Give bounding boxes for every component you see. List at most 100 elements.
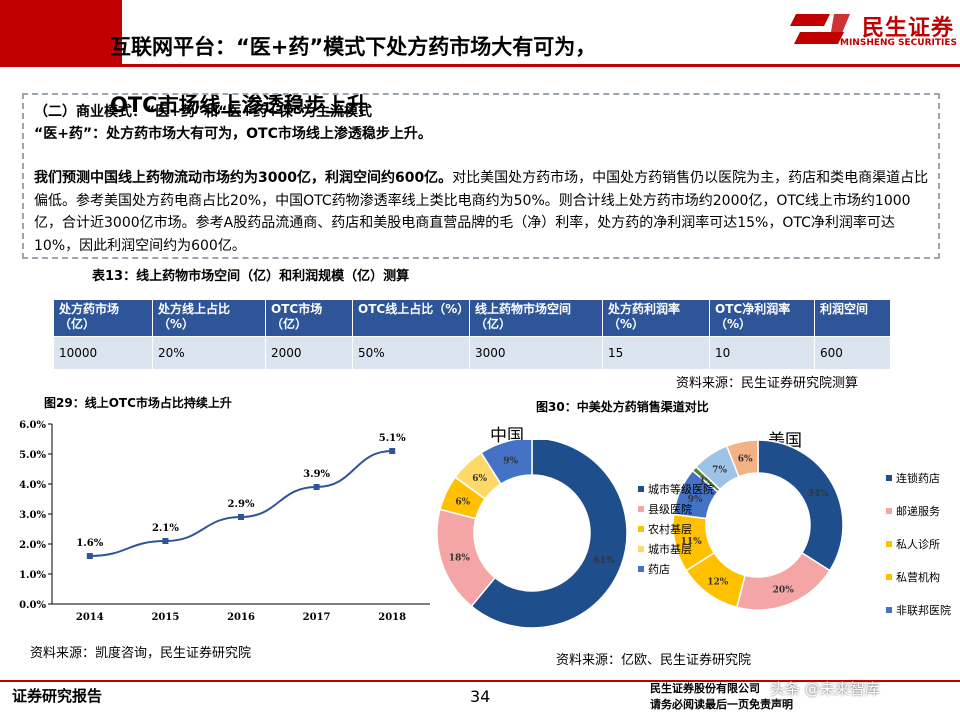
china-slice-label: 6% (472, 474, 487, 484)
us-legend-swatch (886, 574, 892, 580)
table-row: 10000 20% 2000 50% 3000 15 10 600 (53, 336, 891, 370)
fig30-source: 资料来源：亿欧、民生证券研究院 (556, 653, 752, 668)
us-slice-label: 11% (681, 537, 703, 547)
table13-header-cell: 处方药市场（亿） (53, 299, 153, 337)
page-number: 34 (470, 687, 491, 706)
data-point (238, 514, 244, 520)
table13-cell: 15 (602, 336, 710, 370)
header-red-bar (0, 0, 122, 64)
table13-header-cell: 处方药利润率（%） (602, 299, 710, 337)
y-tick-label: 5.0% (19, 450, 46, 461)
footer-divider (0, 680, 960, 682)
table13-cell: 600 (814, 336, 891, 370)
table13-cell: 10 (709, 336, 815, 370)
y-tick-label: 2.0% (19, 540, 46, 551)
china-legend-swatch (638, 566, 644, 572)
y-tick-label: 3.0% (19, 510, 46, 521)
summary-paragraph: 我们预测中国线上药物流动市场约为3000亿，利润空间约600亿。对比美国处方药市… (34, 167, 934, 257)
us-slice-label: 34% (807, 489, 829, 499)
table13-source: 资料来源：民生证券研究院测算 (676, 376, 859, 391)
section-heading: （二）商业模式：“医+药”和“医+药+保”为主流模式 (34, 104, 372, 120)
table13-header-cell: 处方线上占比（%） (152, 299, 266, 337)
china-legend-swatch (638, 546, 644, 552)
data-point (162, 538, 169, 544)
us-legend-label: 邮递服务 (896, 504, 940, 518)
footer-disclaimer: 民生证券股份有限公司 请务必阅读最后一页免责声明 (650, 681, 793, 713)
table13-header-row: 处方药市场（亿） 处方线上占比（%） OTC市场（亿） OTC线上占比（%） 线… (53, 299, 891, 337)
us-legend-swatch (886, 475, 892, 481)
us-slice-label: 6% (738, 455, 753, 465)
page-title-line1: 互联网平台：“医+药”模式下处方药市场大有可为， (110, 35, 597, 59)
data-label: 2.1% (152, 523, 179, 534)
footer-company: 民生证券股份有限公司 (650, 682, 760, 695)
x-tick-label: 2014 (76, 612, 104, 623)
us-slice (725, 440, 759, 478)
china-slice-label: 61% (593, 556, 615, 566)
footer-notice: 请务必阅读最后一页免责声明 (650, 698, 793, 711)
data-point (313, 484, 320, 490)
y-tick-label: 6.0% (19, 420, 46, 431)
table13-header-cell: OTC市场（亿） (265, 299, 353, 337)
us-legend-label: 私人诊所 (896, 537, 940, 551)
logo-en-text: MINSHENG SECURITIES (840, 38, 957, 48)
subsection-heading: “医+药”：处方药市场大有可为，OTC市场线上渗透稳步上升。 (34, 126, 432, 142)
fig29-line-chart: 0.0% 1.0% 2.0% 3.0% 4.0% 5.0% 6.0% 2014 2015 2016… (19, 420, 430, 623)
data-point (389, 448, 396, 454)
data-label: 3.9% (303, 469, 330, 480)
table13-caption: 表13：线上药物市场空间（亿）和利润规模（亿）测算 (92, 269, 410, 284)
china-legend-swatch (638, 506, 644, 512)
china-legend-label: 县级医院 (648, 502, 692, 516)
china-legend-label: 农村基层 (648, 522, 692, 536)
fig29-caption: 图29：线上OTC市场占比持续上升 (44, 396, 232, 410)
page-title-line2: OTC市场线上渗透稳步上升 (110, 93, 368, 117)
data-point (86, 553, 93, 559)
table13-cell: 20% (152, 336, 266, 370)
fig30-donut-charts: 61% 18% 6% 6% 9% 34% 20% 12% 11% 9% 1% 7% 6% 城市等级医院县级… (436, 440, 951, 629)
us-legend-swatch (886, 607, 892, 613)
table13-cell: 50% (352, 336, 470, 370)
us-slice (757, 440, 844, 572)
x-tick-label: 2016 (227, 612, 255, 623)
us-legend-label: 连锁药店 (896, 471, 940, 485)
data-label: 2.9% (228, 499, 255, 510)
table13-cell: 10000 (53, 336, 153, 370)
china-legend-swatch (638, 486, 644, 492)
table13-cell: 3000 (469, 336, 603, 370)
x-tick-label: 2018 (378, 612, 406, 623)
china-slice (470, 440, 628, 629)
china-slice-label: 18% (449, 554, 471, 564)
china-slice-label: 9% (503, 457, 518, 467)
table13-header-cell: 利润空间 (814, 299, 891, 337)
table13-header-cell: OTC线上占比（%） (352, 299, 470, 337)
china-slice (480, 440, 533, 486)
us-legend-label: 非联邦医院 (896, 603, 951, 617)
y-tick-label: 4.0% (19, 480, 46, 491)
summary-bold-text: 我们预测中国线上药物流动市场约为3000亿，利润空间约600亿。 (34, 170, 453, 186)
us-slice-label: 20% (773, 586, 795, 596)
us-slice-label: 1% (699, 477, 714, 487)
data-label: 1.6% (76, 538, 103, 549)
us-slice-label: 9% (688, 495, 703, 505)
china-legend-label: 城市等级医院 (648, 482, 714, 496)
logo-cn-text: 民生证券 (862, 16, 955, 41)
page-title: 互联网平台：“医+药”模式下处方药市场大有可为， OTC市场线上渗透稳步上升 (110, 4, 596, 149)
table13: 处方药市场（亿） 处方线上占比（%） OTC市场（亿） OTC线上占比（%） 线… (53, 299, 891, 370)
company-logo-icon (790, 14, 850, 44)
us-legend-swatch (886, 541, 892, 547)
header-divider (0, 64, 960, 67)
summary-box (22, 93, 940, 259)
footer-report-label: 证券研究报告 (12, 687, 103, 705)
china-legend-swatch (638, 526, 644, 532)
x-tick-label: 2015 (151, 612, 179, 623)
table13-header-cell: OTC净利润率（%） (709, 299, 815, 337)
us-slice (735, 551, 831, 611)
summary-body-text: 对比美国处方药市场，中国处方药销售仍以医院为主，药店和类电商渠道占比偏低。参考美… (34, 170, 929, 254)
y-tick-label: 1.0% (19, 570, 46, 581)
fig29-source: 资料来源：凯度咨询，民生证券研究院 (30, 646, 252, 661)
table13-cell: 2000 (265, 336, 353, 370)
x-tick-label: 2017 (303, 612, 331, 623)
us-legend-label: 私营机构 (896, 570, 940, 584)
us-slice-label: 12% (707, 577, 729, 587)
table13-header-cell: 线上药物市场空间（亿） (469, 299, 603, 337)
us-legend-swatch (886, 508, 892, 514)
